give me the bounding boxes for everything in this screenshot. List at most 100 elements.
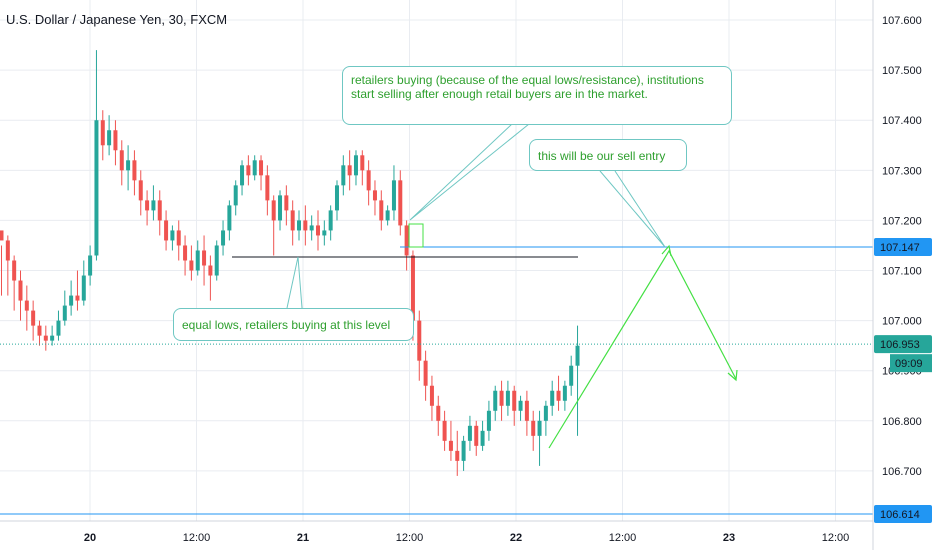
candle-body — [50, 335, 55, 341]
candle-body — [126, 160, 131, 171]
candle-body — [5, 240, 10, 261]
candle-body — [417, 320, 422, 361]
candle-body — [309, 225, 314, 231]
annotation-retailers-buying[interactable]: retailers buying (because of the equal l… — [342, 66, 732, 125]
candle-body — [562, 385, 567, 401]
candle-body — [195, 250, 200, 271]
candle-body — [322, 230, 327, 236]
candle-body — [543, 405, 548, 421]
candle-body — [550, 390, 555, 406]
highlight-box[interactable] — [408, 223, 424, 248]
candle-body — [24, 300, 29, 311]
countdown-tag-label: 09:09 — [895, 358, 923, 370]
candle-body — [164, 220, 169, 241]
candle-body — [12, 260, 17, 281]
callout-pointer-retailers — [409, 123, 530, 221]
arrow-head-down — [727, 369, 738, 382]
y-tick-label: 106.700 — [882, 466, 922, 478]
x-tick-label: 21 — [297, 532, 309, 544]
candle-body — [404, 225, 409, 256]
countdown-tag-bg — [890, 354, 932, 373]
candle-body — [442, 420, 447, 441]
candle-body — [467, 425, 472, 441]
candle-body — [69, 295, 74, 306]
candle-body — [353, 155, 358, 176]
candle-body — [436, 405, 441, 421]
candle-body — [524, 400, 529, 421]
candle-body — [157, 200, 162, 221]
candle-body — [385, 210, 390, 221]
candle-body — [259, 160, 264, 176]
annotation-equal-lows[interactable]: equal lows, retailers buying at this lev… — [173, 308, 414, 341]
candle-body — [448, 440, 453, 451]
overlays — [0, 123, 873, 515]
candle-body — [493, 390, 498, 411]
candle-body — [18, 280, 23, 301]
candle-body — [303, 220, 308, 231]
candle-body — [138, 180, 143, 201]
candle-body — [480, 430, 485, 446]
time-axis[interactable]: 20 12:00 21 12:00 22 12:00 23 12:00 — [84, 532, 849, 544]
x-tick-label: 23 — [723, 532, 735, 544]
candle-body — [316, 225, 320, 236]
candle-body — [297, 220, 302, 231]
candle-body — [429, 385, 434, 406]
candle-body — [410, 255, 415, 321]
candle-body — [391, 180, 396, 211]
candle-body — [278, 195, 283, 221]
candle-body — [518, 400, 523, 411]
candle-body — [62, 305, 67, 321]
projection-arrow-line[interactable] — [548, 249, 737, 449]
candle-body — [398, 180, 403, 226]
candle-body — [227, 205, 232, 231]
current-price-tag-label: 106.953 — [880, 339, 920, 351]
y-tick-label: 107.600 — [882, 15, 922, 27]
y-tick-label: 107.200 — [882, 215, 922, 227]
candle-body — [81, 275, 86, 301]
x-tick-label: 20 — [84, 532, 96, 544]
candle-body — [240, 165, 245, 186]
annotation-sell-entry[interactable]: this will be our sell entry — [529, 139, 687, 171]
candle-body — [100, 120, 105, 146]
x-tick-label: 22 — [510, 532, 522, 544]
candle-body — [246, 165, 251, 176]
candle-body — [531, 420, 536, 436]
candle-body — [372, 190, 377, 201]
y-tick-label: 107.000 — [882, 316, 922, 328]
candle-body — [347, 165, 352, 176]
candle-body — [537, 420, 542, 436]
candle-body — [271, 200, 276, 221]
candle-body — [0, 230, 4, 241]
candle-body — [423, 360, 428, 386]
resistance-tag-label: 107.147 — [880, 242, 920, 254]
candle-body — [284, 195, 289, 211]
x-tick-label: 12:00 — [609, 532, 637, 544]
candle-body — [461, 440, 466, 461]
callout-pointer-equal-lows — [286, 256, 303, 309]
support-tag-label: 106.614 — [880, 509, 920, 521]
x-tick-label: 12:00 — [183, 532, 211, 544]
candle-body — [151, 200, 156, 211]
candle-body — [575, 345, 580, 366]
candle-body — [94, 120, 99, 256]
chart-title: U.S. Dollar / Japanese Yen, 30, FXCM — [6, 12, 228, 27]
y-tick-label: 106.800 — [882, 416, 922, 428]
candle-body — [290, 210, 295, 231]
candle-body — [214, 245, 219, 276]
resistance-tag-bg — [874, 237, 932, 256]
candle-body — [183, 245, 188, 261]
price-tags: 107.147 106.953 09:09 106.614 — [874, 237, 932, 523]
y-tick-label: 107.400 — [882, 115, 922, 127]
candle-body — [119, 150, 124, 171]
candle-body — [569, 365, 574, 386]
candle-body — [512, 390, 517, 411]
candle-body — [37, 325, 42, 336]
candle-body — [265, 175, 270, 201]
candle-body — [132, 160, 137, 181]
candle-body — [107, 130, 112, 146]
candle-body — [360, 155, 365, 171]
candle-body — [334, 185, 339, 211]
candle-body — [341, 165, 346, 186]
candles — [0, 50, 580, 476]
